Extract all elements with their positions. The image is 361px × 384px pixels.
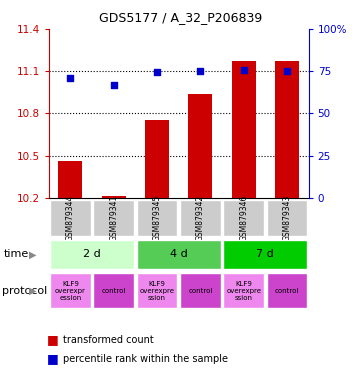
Text: GSM879346: GSM879346 xyxy=(239,195,248,241)
Bar xyxy=(223,240,307,269)
Point xyxy=(241,66,247,73)
Text: GSM879342: GSM879342 xyxy=(196,195,205,241)
Text: transformed count: transformed count xyxy=(63,335,154,345)
Text: GSM879344: GSM879344 xyxy=(66,195,75,241)
Bar xyxy=(50,273,91,308)
Bar xyxy=(50,200,91,236)
Bar xyxy=(267,273,307,308)
Text: control: control xyxy=(188,288,213,294)
Text: GDS5177 / A_32_P206839: GDS5177 / A_32_P206839 xyxy=(99,12,262,25)
Text: 2 d: 2 d xyxy=(83,249,101,260)
Text: KLF9
overexpr
ession: KLF9 overexpr ession xyxy=(55,281,86,301)
Text: control: control xyxy=(101,288,126,294)
Bar xyxy=(275,61,299,198)
Bar xyxy=(93,200,134,236)
Bar xyxy=(188,94,212,198)
Text: KLF9
overexpre
ssion: KLF9 overexpre ssion xyxy=(140,281,174,301)
Text: time: time xyxy=(4,249,29,260)
Text: GSM879343: GSM879343 xyxy=(283,195,291,241)
Text: protocol: protocol xyxy=(2,286,47,296)
Text: 7 d: 7 d xyxy=(256,249,274,260)
Point xyxy=(197,68,203,74)
Point xyxy=(154,70,160,76)
Text: control: control xyxy=(275,288,299,294)
Bar xyxy=(223,273,264,308)
Bar xyxy=(267,200,307,236)
Bar xyxy=(58,161,82,198)
Text: GSM879341: GSM879341 xyxy=(109,195,118,241)
Bar xyxy=(102,196,126,198)
Text: ▶: ▶ xyxy=(29,249,36,260)
Bar xyxy=(137,273,177,308)
Text: ■: ■ xyxy=(47,353,59,366)
Text: ▶: ▶ xyxy=(29,286,36,296)
Bar xyxy=(137,200,177,236)
Bar xyxy=(137,240,221,269)
Bar xyxy=(232,61,256,198)
Point xyxy=(284,68,290,74)
Bar xyxy=(145,120,169,198)
Text: ■: ■ xyxy=(47,333,59,346)
Bar xyxy=(223,200,264,236)
Text: 4 d: 4 d xyxy=(170,249,188,260)
Bar xyxy=(50,240,134,269)
Point xyxy=(111,82,117,88)
Text: percentile rank within the sample: percentile rank within the sample xyxy=(63,354,228,364)
Bar xyxy=(93,273,134,308)
Bar xyxy=(180,273,221,308)
Text: GSM879345: GSM879345 xyxy=(153,195,161,241)
Bar xyxy=(180,200,221,236)
Text: KLF9
overexpre
ssion: KLF9 overexpre ssion xyxy=(226,281,261,301)
Point xyxy=(68,75,73,81)
